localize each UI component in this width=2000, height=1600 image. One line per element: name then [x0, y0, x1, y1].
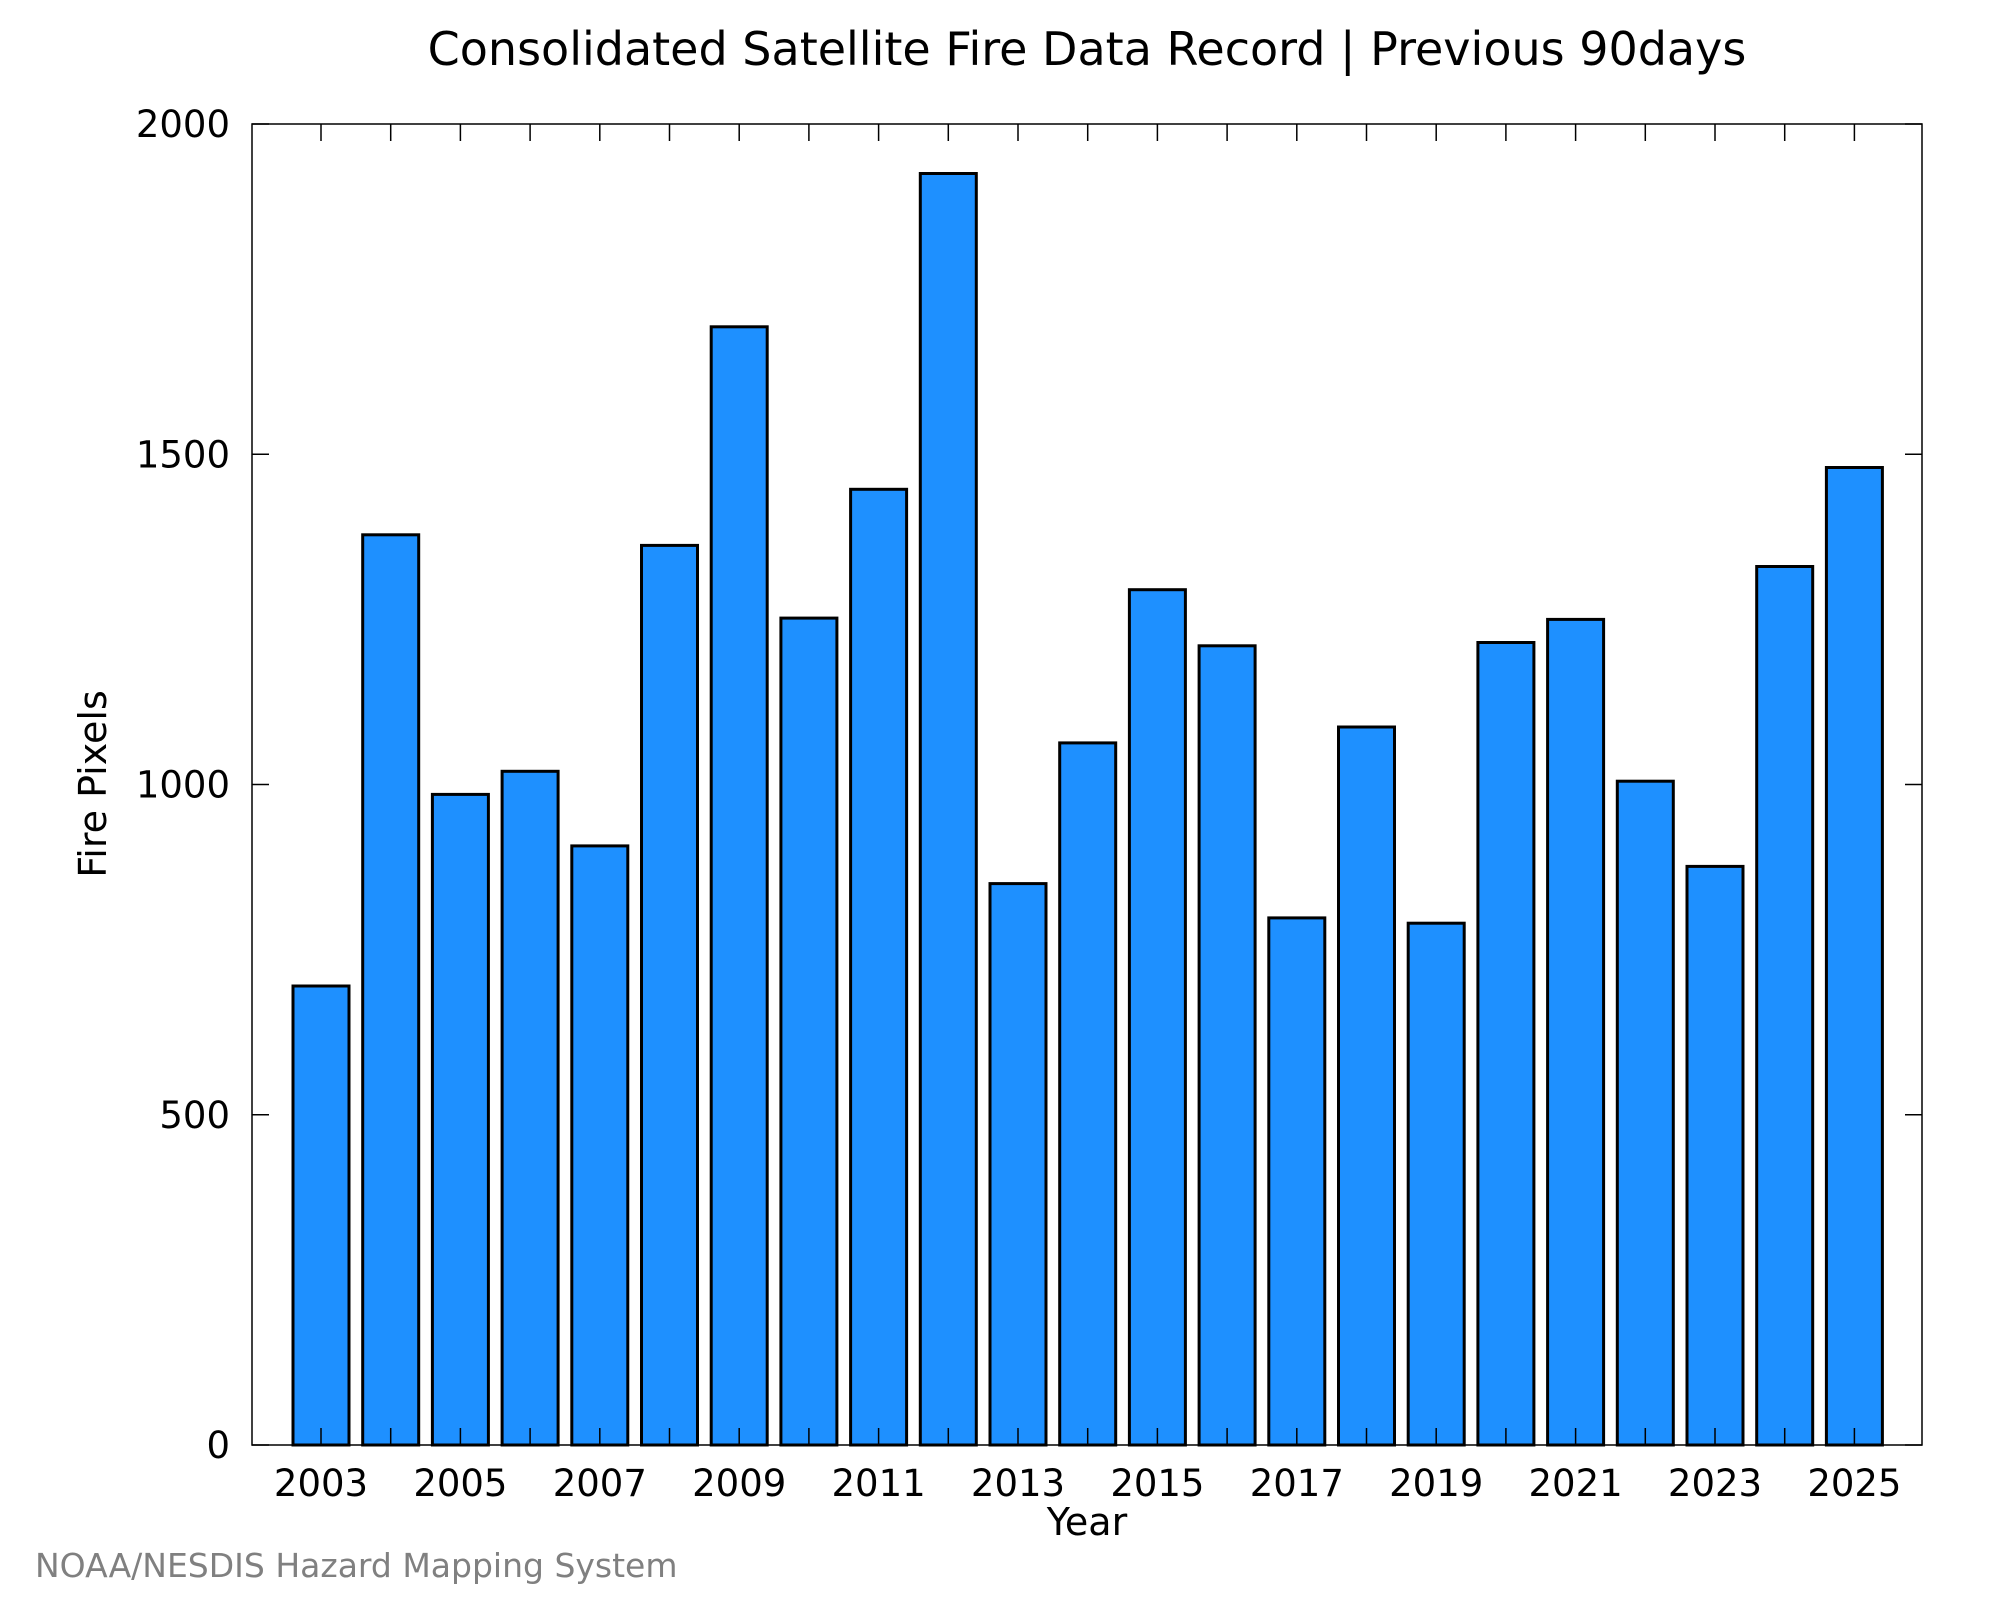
- bar-2023: [1685, 864, 1745, 1447]
- bar-2019: [1406, 921, 1466, 1447]
- y-tick-label: 1500: [136, 433, 230, 476]
- x-tick-label: 2021: [1529, 1462, 1623, 1505]
- y-tick-label: 1000: [136, 764, 230, 807]
- bar-2010: [779, 616, 839, 1447]
- plot-frame: [251, 123, 1923, 1446]
- bars: [291, 172, 1884, 1447]
- axis-ticks: [252, 123, 1922, 1446]
- x-tick-label: 2011: [832, 1462, 926, 1505]
- x-tick-label: 2003: [274, 1462, 368, 1505]
- y-axis-label: Fire Pixels: [71, 690, 115, 878]
- x-axis-label: Year: [1046, 1500, 1128, 1544]
- bar-2003: [291, 984, 351, 1447]
- x-tick-label: 2009: [692, 1462, 786, 1505]
- bar-2008: [640, 543, 699, 1447]
- credit-text: NOAA/NESDIS Hazard Mapping System: [35, 1546, 678, 1585]
- bar-2017: [1267, 916, 1327, 1447]
- bar-2004: [361, 533, 421, 1447]
- bar-2006: [500, 769, 560, 1447]
- y-tick-labels: 0 500 1000 1500 2000: [136, 103, 230, 1467]
- x-tick-label: 2019: [1389, 1462, 1483, 1505]
- bar-2020: [1476, 641, 1536, 1447]
- bar-2024: [1755, 565, 1815, 1447]
- bar-2012: [918, 172, 978, 1447]
- x-tick-label: 2015: [1110, 1462, 1204, 1505]
- x-tick-label: 2023: [1668, 1462, 1762, 1505]
- bar-2013: [988, 882, 1048, 1447]
- x-tick-label: 2005: [413, 1462, 507, 1505]
- x-tick-labels: 2003 2005 2007 2009 2011 2013 2015 2017 2019 2021…: [274, 1462, 1902, 1505]
- y-tick-label: 500: [159, 1094, 230, 1137]
- chart-title: Consolidated Satellite Fire Data Record …: [428, 22, 1747, 77]
- y-tick-label: 2000: [136, 103, 230, 146]
- bar-2025: [1824, 466, 1884, 1447]
- bar-2015: [1127, 588, 1187, 1447]
- bar-2021: [1546, 617, 1606, 1447]
- y-tick-label: 0: [206, 1424, 230, 1467]
- bar-2009: [709, 325, 769, 1447]
- bar-2022: [1615, 779, 1675, 1447]
- x-tick-label: 2025: [1807, 1462, 1901, 1505]
- bar-2005: [430, 792, 490, 1447]
- bar-2018: [1337, 725, 1396, 1447]
- bar-2011: [849, 487, 909, 1447]
- x-tick-label: 2017: [1250, 1462, 1344, 1505]
- bar-2014: [1058, 741, 1118, 1447]
- x-tick-label: 2013: [971, 1462, 1065, 1505]
- bar-2016: [1197, 644, 1257, 1447]
- bar-2007: [570, 844, 630, 1447]
- x-tick-label: 2007: [553, 1462, 647, 1505]
